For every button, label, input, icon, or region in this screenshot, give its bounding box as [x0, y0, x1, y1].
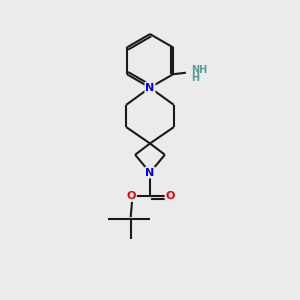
Text: O: O — [165, 191, 175, 201]
Text: H: H — [191, 73, 199, 83]
Text: N: N — [146, 168, 154, 178]
Text: NH: NH — [191, 65, 207, 75]
Text: O: O — [127, 191, 136, 201]
Text: N: N — [146, 82, 154, 93]
